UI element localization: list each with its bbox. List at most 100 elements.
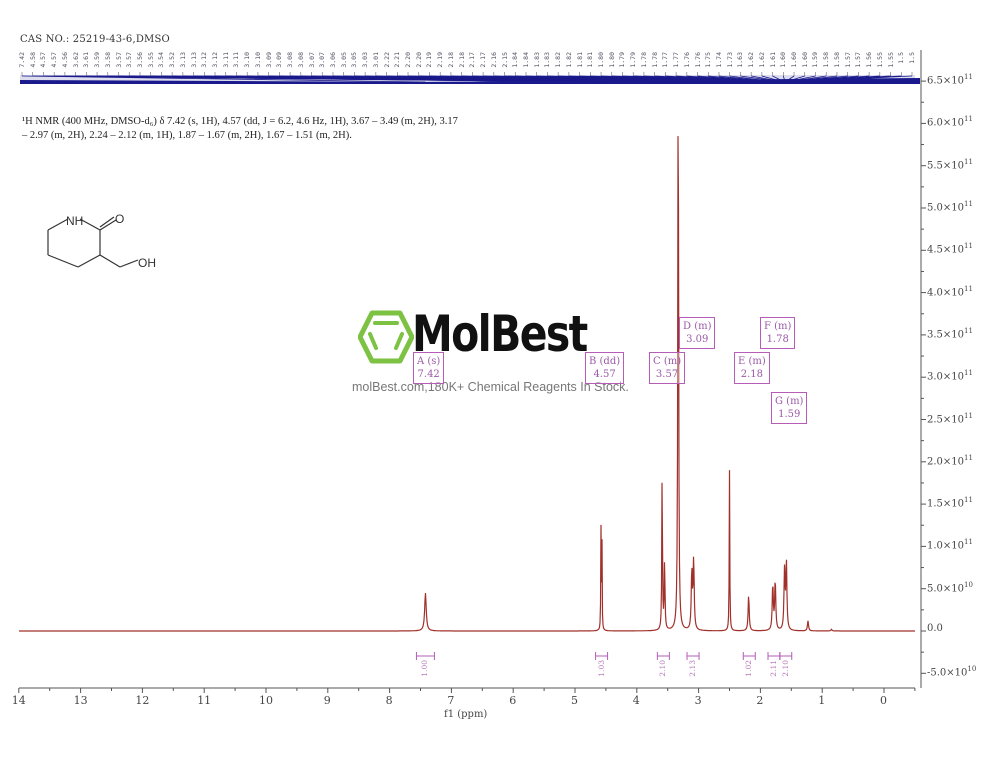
peak-pick-label: 1.74 — [714, 52, 723, 68]
peak-pick-label: 1.84 — [511, 52, 520, 68]
peak-pick-label: 1.80 — [597, 52, 606, 68]
x-tick-label: 8 — [385, 694, 393, 707]
chemical-structure: NH O OH — [47, 212, 156, 270]
y-tick-label: 5.0×1011 — [927, 200, 973, 214]
peak-pick-label: 3.01 — [371, 52, 380, 68]
peak-pick-label: 1.60 — [800, 52, 809, 68]
peak-pick-label: 2.17 — [468, 52, 477, 68]
peak-pick-label: 1.81 — [586, 52, 595, 68]
x-tick-label: 4 — [632, 694, 640, 707]
peak-pick-label: 1.79 — [629, 52, 638, 68]
x-tick-label: 5 — [571, 694, 578, 707]
peak-pick-label: 3.57 — [114, 52, 123, 68]
peak-pick-label: 7.42 — [18, 52, 26, 68]
oh-label: OH — [138, 256, 156, 270]
peak-pick-label: 2.17 — [479, 52, 488, 68]
integral-value: 2.11 — [768, 660, 778, 677]
y-tick-label: 6.0×1011 — [927, 115, 973, 129]
peak-pick-label: 3.55 — [146, 52, 155, 68]
peak-pick-label: 1.60 — [779, 52, 788, 68]
peak-pick-label: 3.13 — [189, 52, 198, 68]
peak-pick-label: 3.10 — [253, 52, 262, 68]
peak-pick-label: 1.84 — [521, 52, 530, 68]
peak-pick-label: 1.62 — [757, 52, 766, 68]
x-tick-label: 0 — [880, 694, 887, 707]
cas-number: CAS NO.: 25219-43-6,DMSO — [20, 34, 170, 45]
peak-pick-label: 4.57 — [50, 52, 59, 68]
integral-value: 1.02 — [744, 660, 754, 677]
peak-pick-label: 2.15 — [500, 52, 509, 68]
peak-pick-label: 3.10 — [243, 52, 252, 68]
integral-value: 2.10 — [658, 660, 668, 677]
peak-pick-label: 3.09 — [275, 52, 284, 68]
y-tick-label: 5.5×1011 — [927, 157, 973, 172]
x-tick-label: 1 — [818, 694, 826, 707]
spectrum-trace — [19, 136, 915, 632]
y-tick-label: 1.5×1011 — [927, 496, 973, 510]
integral-value: 1.00 — [420, 660, 430, 677]
peak-pick-label: 3.11 — [232, 52, 241, 68]
peak-pick-label: 1.79 — [618, 52, 627, 68]
peak-pick-label: 3.09 — [264, 52, 273, 68]
peak-pick-label: 1.83 — [532, 52, 541, 68]
peak-pick-label: 4.56 — [60, 52, 69, 68]
o-label: O — [115, 212, 124, 226]
peak-pick-label: 1.62 — [747, 52, 756, 68]
peak-pick-label: 3.12 — [200, 52, 209, 68]
x-tick-label: 9 — [323, 694, 331, 707]
peak-pick-label: 3.13 — [178, 52, 187, 68]
peak-pick-label: 1.77 — [672, 52, 681, 68]
peak-pick-label: 1.73 — [725, 52, 734, 68]
peak-pick-label: 2.22 — [382, 52, 391, 68]
molbest-brand: MolBest — [412, 305, 588, 363]
peak-pick-label: 1.58 — [822, 52, 831, 68]
peak-pick-label: 1.82 — [564, 52, 573, 68]
peak-pick-label: 1.56 — [865, 52, 874, 68]
peak-pick-label: 1.5 — [897, 52, 906, 64]
peak-pick-label: 4.58 — [28, 52, 37, 68]
multiplet-label-f: F (m) 1.78 — [760, 317, 796, 349]
peak-pick-label: 1.82 — [554, 52, 563, 68]
peak-pick-label: 2.20 — [404, 52, 413, 68]
nmr-description-line2: – 2.97 (m, 2H), 2.24 – 2.12 (m, 1H), 1.8… — [22, 130, 352, 141]
peak-pick-label: 3.05 — [339, 52, 348, 68]
peak-pick-label: 3.07 — [307, 52, 316, 68]
y-tick-label: 2.0×1011 — [927, 453, 973, 468]
multiplet-label-c: C (m) 3.57 — [649, 352, 686, 384]
peak-pick-label: 1.77 — [661, 52, 670, 68]
peak-pick-label: 2.18 — [446, 52, 455, 68]
peak-pick-label: 1.80 — [607, 52, 616, 68]
multiplet-label-d: D (m) 3.09 — [679, 317, 716, 349]
y-tick-label: 1.0×1011 — [927, 538, 973, 552]
peak-pick-label: 3.52 — [168, 52, 177, 68]
multiplet-label-e: E (m) 2.18 — [734, 352, 770, 384]
x-tick-label: 6 — [509, 694, 517, 707]
y-tick-label: -5.0×1010 — [927, 665, 977, 679]
x-tick-label: 12 — [135, 694, 150, 707]
peak-pick-label: 3.61 — [82, 52, 91, 68]
x-tick-label: 2 — [756, 694, 764, 707]
integral-value: 1.03 — [596, 660, 606, 677]
integral-value: 2.10 — [780, 660, 790, 677]
peak-pick-label: 1.63 — [736, 52, 745, 68]
x-axis-label: f1 (ppm) — [444, 709, 488, 720]
peak-pick-label: 3.08 — [286, 52, 295, 68]
peak-pick-label: 3.56 — [135, 52, 144, 68]
x-tick-label: 7 — [447, 694, 455, 707]
peak-pick-label: 1.76 — [693, 52, 702, 68]
peak-pick-label: 1.5 — [908, 52, 916, 64]
nmr-description: ¹H NMR (400 MHz, DMSO-d₆) δ 7.42 (s, 1H)… — [22, 115, 502, 143]
peak-pick-label: 2.18 — [457, 52, 466, 68]
peak-pick-label: 4.57 — [39, 52, 48, 68]
x-tick-label: 11 — [197, 694, 212, 707]
peak-pick-label: 3.57 — [125, 52, 134, 68]
y-tick-label: 4.5×1011 — [927, 242, 973, 256]
peak-pick-label: 3.03 — [361, 52, 370, 68]
peak-pick-label: 3.07 — [318, 52, 327, 68]
integral-marks — [415, 652, 793, 660]
multiplet-label-a: A (s) 7.42 — [413, 352, 445, 384]
peak-pick-label: 1.57 — [854, 52, 863, 68]
peak-pick-label: 1.61 — [768, 52, 777, 68]
peak-pick-lines — [20, 72, 920, 84]
